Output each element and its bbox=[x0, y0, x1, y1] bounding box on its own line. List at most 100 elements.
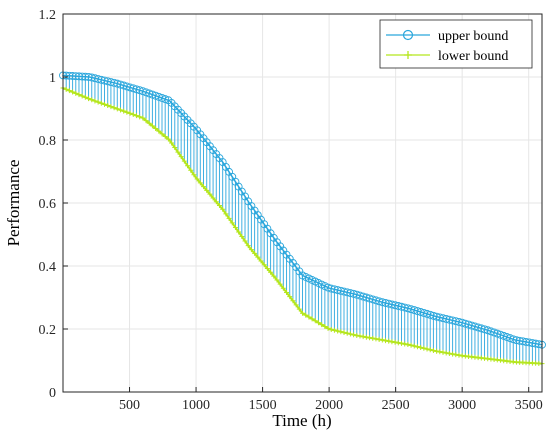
lower-bound-marker bbox=[165, 136, 171, 142]
lower-bound-marker bbox=[277, 281, 283, 287]
lower-bound-marker bbox=[76, 92, 82, 98]
lower-bound-marker bbox=[130, 112, 136, 118]
lower-bound-marker bbox=[252, 250, 258, 256]
upper-bound-marker bbox=[161, 95, 170, 104]
lower-bound-marker bbox=[309, 316, 315, 322]
legend-upper-marker bbox=[402, 29, 414, 41]
lower-bound-marker bbox=[127, 110, 133, 116]
legend-box bbox=[379, 19, 533, 69]
y-tick-label: 0.2 bbox=[39, 323, 57, 338]
lower-bound-marker bbox=[79, 93, 85, 99]
lower-bound-marker bbox=[140, 115, 146, 121]
lower-bound-marker bbox=[351, 332, 357, 338]
upper-bound-marker bbox=[78, 72, 87, 81]
upper-bound-marker bbox=[522, 337, 530, 346]
lower-bound-marker bbox=[392, 339, 398, 345]
lower-bound-marker bbox=[261, 262, 267, 268]
lower-bound-marker bbox=[98, 100, 104, 106]
lower-bound-marker bbox=[303, 312, 309, 318]
y-tick-label: 1.2 bbox=[39, 8, 57, 23]
lower-bound-marker bbox=[223, 211, 229, 217]
lower-bound-marker bbox=[296, 306, 302, 312]
lower-bound-marker bbox=[456, 352, 462, 358]
lower-bound-marker bbox=[255, 254, 261, 260]
x-tick-label: 500 bbox=[119, 398, 140, 413]
lower-bound-marker bbox=[239, 234, 245, 240]
lower-bound-marker bbox=[146, 120, 152, 126]
lower-bound-marker bbox=[322, 323, 328, 329]
lower-bound-marker bbox=[325, 325, 331, 331]
lower-bound-marker bbox=[408, 342, 414, 348]
lower-bound-marker bbox=[335, 328, 341, 334]
upper-bound-marker bbox=[525, 338, 534, 347]
legend-lower-label: lower bound bbox=[438, 49, 508, 64]
lower-bound-marker bbox=[191, 172, 197, 178]
lower-bound-marker bbox=[347, 331, 353, 337]
lower-bound-marker bbox=[159, 131, 165, 137]
lower-bound-marker bbox=[175, 149, 181, 155]
lower-bound-marker bbox=[268, 269, 274, 275]
y-tick-label: 0 bbox=[49, 386, 56, 401]
lower-bound-marker bbox=[373, 336, 379, 342]
lower-bound-marker bbox=[197, 180, 203, 186]
legend-upper-label: upper bound bbox=[438, 29, 508, 44]
upper-bound-marker bbox=[512, 336, 521, 345]
y-tick-label: 0.6 bbox=[39, 197, 57, 212]
lower-bound-marker bbox=[226, 215, 232, 221]
lower-bound-marker bbox=[402, 341, 408, 347]
lower-bound-marker bbox=[162, 133, 168, 139]
lower-bound-marker bbox=[149, 123, 155, 129]
lower-bound-marker bbox=[446, 351, 452, 357]
lower-bound-marker bbox=[245, 243, 251, 249]
upper-bound-marker bbox=[65, 71, 74, 80]
lower-bound-marker bbox=[66, 88, 72, 94]
lower-bound-marker bbox=[386, 338, 392, 344]
lower-bound-marker bbox=[264, 266, 270, 272]
lower-bound-marker bbox=[376, 336, 382, 342]
upper-bound-marker bbox=[75, 72, 83, 81]
lower-bound-marker bbox=[143, 118, 149, 124]
lower-bound-marker bbox=[421, 345, 427, 351]
upper-bound-marker bbox=[531, 339, 540, 348]
lower-bound-marker bbox=[86, 96, 92, 102]
lower-bound-marker bbox=[300, 310, 305, 316]
lower-bound-marker bbox=[363, 334, 369, 340]
lower-bound-marker bbox=[204, 187, 210, 193]
lower-bound-marker bbox=[440, 349, 446, 355]
y-axis-ticks: 0 0.2 0.4 0.6 0.8 1 1.2 bbox=[39, 8, 68, 401]
lower-bound-marker bbox=[443, 350, 449, 356]
lower-bound-marker bbox=[315, 320, 321, 326]
lower-bound-marker bbox=[207, 191, 213, 197]
lower-bound-marker bbox=[114, 106, 120, 112]
upper-bound-marker bbox=[515, 336, 524, 345]
lower-bound-marker bbox=[414, 344, 420, 350]
x-tick-label: 2000 bbox=[315, 398, 343, 413]
lower-bound-marker bbox=[105, 102, 111, 108]
lower-bound-marker bbox=[370, 335, 376, 341]
lower-bound-marker bbox=[360, 334, 366, 340]
lower-bound-marker bbox=[63, 86, 69, 92]
legend-lower-marker bbox=[404, 51, 412, 59]
lower-bound-marker bbox=[453, 352, 459, 358]
lower-bound-marker bbox=[287, 294, 293, 300]
lower-bound-marker bbox=[379, 337, 385, 343]
lower-bound-marker bbox=[89, 97, 95, 103]
lower-bound-marker bbox=[430, 348, 436, 354]
x-axis-ticks: 500 1000 1500 2000 2500 3000 3500 bbox=[119, 387, 543, 413]
lower-bound-marker bbox=[274, 277, 280, 283]
lower-bound-marker bbox=[133, 113, 139, 119]
lower-bound-marker bbox=[424, 346, 430, 352]
lower-bound-marker bbox=[153, 126, 159, 132]
lower-bound-marker bbox=[284, 289, 290, 295]
lower-bound-marker bbox=[102, 101, 108, 107]
lower-bound-marker bbox=[73, 90, 79, 96]
x-tick-label: 1500 bbox=[249, 398, 277, 413]
upper-bound-marker bbox=[518, 337, 527, 346]
upper-bound-marker bbox=[81, 72, 90, 81]
lower-bound-marker bbox=[344, 330, 350, 336]
x-tick-label: 3000 bbox=[448, 398, 476, 413]
lower-bound-marker bbox=[178, 154, 184, 160]
lower-bound-marker bbox=[258, 258, 264, 264]
lower-bound-marker bbox=[137, 114, 143, 120]
lower-bound-marker bbox=[312, 318, 318, 324]
